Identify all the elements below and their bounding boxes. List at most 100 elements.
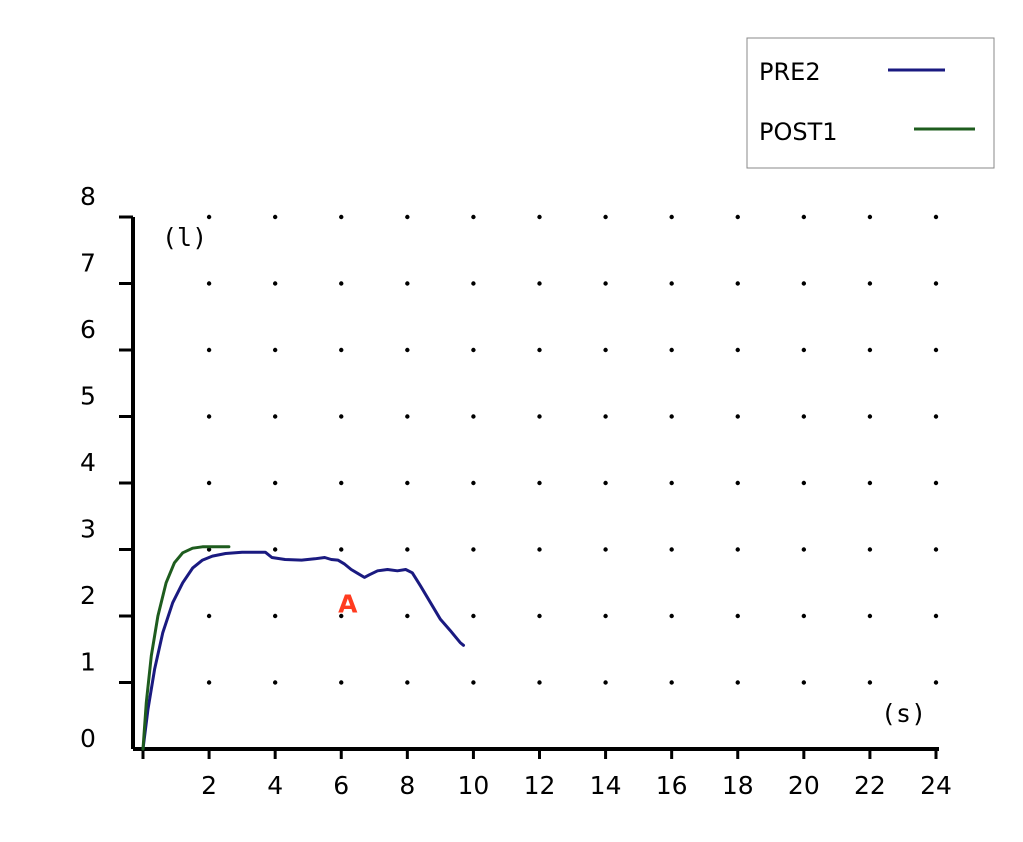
grid-dot <box>603 347 608 353</box>
grid-dot <box>801 347 807 353</box>
x-tick-label: 22 <box>854 771 886 800</box>
grid-dot <box>669 613 674 619</box>
grid-dot <box>272 680 278 685</box>
grid-dot <box>272 281 278 286</box>
grid-dot <box>405 414 410 419</box>
grid-dot <box>735 680 740 685</box>
grid-dot <box>206 680 212 685</box>
y-tick-label: 6 <box>80 315 96 344</box>
grid-dot <box>339 414 344 419</box>
grid-dot <box>735 613 740 619</box>
grid-dot <box>933 214 939 220</box>
y-tick-label: 8 <box>80 182 96 211</box>
grid-dot <box>339 347 344 353</box>
grid-dot <box>272 414 278 419</box>
annotation-label: A <box>338 590 358 619</box>
y-unit-label: (l) <box>162 223 207 252</box>
y-tick-label: 3 <box>80 515 96 544</box>
grid-dot <box>206 613 212 619</box>
grid-dot <box>339 680 344 685</box>
grid-dot <box>603 613 608 619</box>
x-tick-label: 16 <box>656 771 688 800</box>
grid-dot <box>339 613 344 619</box>
grid-dot <box>801 214 807 220</box>
grid-dot <box>471 613 476 619</box>
x-tick-label: 8 <box>399 771 415 800</box>
grid-dot <box>933 680 939 685</box>
grid-dot <box>405 480 410 486</box>
grid-dot <box>867 214 873 220</box>
grid-dot <box>933 547 939 552</box>
grid-dot <box>471 414 476 419</box>
grid-dot <box>272 547 278 552</box>
grid-dot <box>603 281 608 286</box>
grid-dot <box>339 480 344 486</box>
grid-dot <box>801 414 807 419</box>
grid-dot <box>867 547 873 552</box>
grid-dot <box>206 547 212 552</box>
grid-dot <box>933 613 939 619</box>
x-tick-label: 12 <box>524 771 556 800</box>
y-tick-label: 7 <box>80 249 96 278</box>
grid-dot <box>206 414 212 419</box>
grid-dot <box>867 347 873 353</box>
grid-dot <box>933 414 939 419</box>
grid-dot <box>405 547 410 552</box>
grid-dot <box>867 680 873 685</box>
grid-dot <box>867 613 873 619</box>
annotations: A <box>338 590 358 619</box>
grid-dot <box>537 613 542 619</box>
grid-dot <box>339 214 344 220</box>
y-tick-label: 0 <box>80 724 96 753</box>
grid-dot <box>669 414 674 419</box>
grid-dot <box>272 480 278 486</box>
grid-dot <box>537 480 542 486</box>
grid-dots <box>206 214 939 685</box>
x-tick-label: 2 <box>201 771 217 800</box>
grid-dot <box>471 347 476 353</box>
y-ticks: 0 1 2 3 4 5 6 7 8 <box>80 182 133 753</box>
x-tick-label: 24 <box>920 771 952 800</box>
grid-dot <box>206 214 212 220</box>
grid-dot <box>801 547 807 552</box>
grid-dot <box>471 680 476 685</box>
x-tick-label: 20 <box>788 771 820 800</box>
grid-dot <box>471 480 476 486</box>
grid-dot <box>603 214 608 220</box>
legend-box <box>746 37 995 169</box>
y-tick-label: 5 <box>80 382 96 411</box>
grid-dot <box>537 547 542 552</box>
series-line-pre2 <box>141 550 465 751</box>
grid-dot <box>801 480 807 486</box>
x-ticks: 2 4 6 8 10 12 14 16 18 20 22 24 <box>141 749 952 800</box>
grid-dot <box>933 281 939 286</box>
grid-dot <box>669 680 674 685</box>
grid-dot <box>272 347 278 353</box>
grid-dot <box>801 281 807 286</box>
legend-label-pre2: PRE2 <box>759 58 821 86</box>
grid-dot <box>339 547 344 552</box>
grid-dot <box>669 480 674 486</box>
grid-dot <box>669 547 674 552</box>
grid-dot <box>206 347 212 353</box>
grid-dot <box>735 281 740 286</box>
grid-dot <box>471 214 476 220</box>
legend-label-post1: POST1 <box>759 118 838 146</box>
grid-dot <box>206 480 212 486</box>
grid-dot <box>867 480 873 486</box>
x-tick-label: 18 <box>722 771 754 800</box>
series-lines <box>141 545 465 751</box>
grid-dot <box>801 613 807 619</box>
grid-dot <box>669 214 674 220</box>
grid-dot <box>603 680 608 685</box>
grid-dot <box>471 547 476 552</box>
series-line-post1 <box>141 545 231 751</box>
x-tick-label: 14 <box>590 771 622 800</box>
y-tick-label: 2 <box>80 581 96 610</box>
grid-dot <box>735 547 740 552</box>
x-tick-label: 6 <box>333 771 349 800</box>
grid-dot <box>603 547 608 552</box>
grid-dot <box>933 480 939 486</box>
grid-dot <box>537 414 542 419</box>
